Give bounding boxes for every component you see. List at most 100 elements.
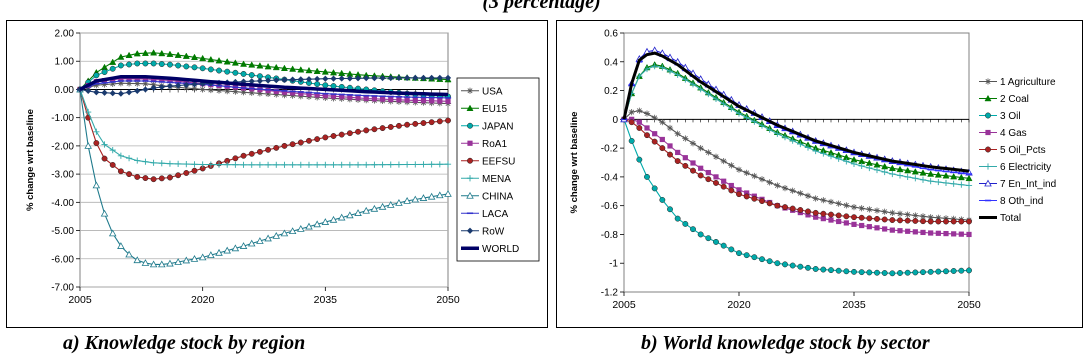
data-point (371, 161, 378, 168)
data-point (873, 207, 881, 214)
series-laca (76, 80, 452, 99)
legend-item-china: CHINA (461, 191, 513, 202)
data-point (797, 140, 804, 148)
data-point (912, 212, 919, 219)
data-point (881, 208, 888, 215)
data-point (643, 110, 651, 117)
chart-panel-knowledge-by-region: 2.00 1.00 0.00 -1.00 -2.00 -3.00 -4.00 -5.00 -6.… (6, 20, 548, 328)
data-point (797, 263, 804, 270)
data-point (306, 91, 312, 97)
data-point (636, 73, 643, 80)
data-point (330, 93, 337, 99)
data-point (273, 77, 280, 84)
data-point (805, 212, 811, 218)
data-point (644, 132, 650, 139)
y-tick-label: -0.8 (601, 230, 619, 241)
data-point (182, 52, 190, 59)
data-point (142, 158, 149, 165)
data-point (272, 63, 280, 71)
data-point (682, 162, 689, 169)
data-point (667, 151, 673, 158)
data-point (76, 86, 84, 93)
data-point (927, 268, 934, 275)
data-point (158, 160, 165, 167)
series-line-world (79, 74, 449, 97)
data-point (166, 50, 174, 57)
data-point (666, 124, 674, 132)
data-point (859, 222, 865, 229)
y-tick-label: -1.00 (51, 113, 74, 124)
data-point (797, 207, 804, 213)
data-point (101, 89, 108, 96)
data-point (636, 119, 642, 125)
data-point (190, 254, 199, 262)
data-point (920, 269, 926, 276)
data-point (298, 91, 304, 97)
x-tick-label: 2035 (842, 299, 866, 311)
data-point (297, 66, 305, 73)
data-point (912, 229, 918, 235)
data-point (782, 261, 788, 268)
series-6-electricity (620, 62, 973, 189)
legend-marker (984, 78, 992, 85)
data-point (951, 231, 957, 237)
data-point (874, 215, 880, 222)
data-point (965, 174, 973, 182)
data-point (774, 260, 781, 267)
data-point (812, 209, 819, 216)
data-point (866, 164, 873, 172)
data-point (141, 259, 150, 266)
data-point (674, 158, 681, 165)
data-point (215, 87, 223, 94)
data-point (889, 170, 896, 178)
data-point (958, 267, 965, 274)
data-point (297, 161, 304, 168)
data-point (636, 156, 643, 163)
data-point (362, 206, 371, 214)
data-point (858, 214, 865, 221)
data-point (659, 64, 666, 71)
data-point (191, 64, 198, 71)
data-point (690, 160, 696, 166)
data-point (759, 256, 765, 263)
data-point (412, 120, 419, 127)
data-point (712, 95, 720, 103)
legend-label: 6 Electricity (1000, 162, 1051, 173)
data-point (851, 214, 857, 221)
data-point (346, 211, 354, 219)
data-point (232, 155, 239, 162)
data-point (174, 258, 182, 265)
data-point (248, 150, 255, 157)
data-point (167, 77, 173, 84)
data-point (905, 228, 911, 234)
data-point (919, 169, 927, 176)
data-point (370, 204, 379, 212)
data-point (689, 81, 697, 88)
data-point (674, 71, 681, 78)
data-point (927, 178, 934, 185)
data-point (109, 161, 116, 168)
data-point (264, 161, 272, 168)
data-point (248, 89, 255, 96)
data-point (751, 254, 758, 261)
data-point (346, 75, 353, 82)
data-point (712, 153, 720, 160)
data-point (224, 161, 231, 168)
data-point (133, 256, 142, 264)
legend-marker (466, 87, 474, 94)
data-point (395, 122, 402, 129)
data-point (789, 187, 796, 194)
data-point (387, 74, 394, 82)
data-point (289, 161, 296, 168)
data-point (126, 61, 133, 68)
data-point (363, 75, 370, 82)
data-point (935, 268, 942, 275)
data-point (125, 89, 133, 96)
data-point (412, 74, 419, 81)
data-point (355, 95, 361, 101)
data-point (697, 231, 704, 238)
data-point (117, 168, 124, 175)
data-point (305, 76, 313, 83)
data-point (958, 231, 964, 237)
data-point (957, 173, 965, 181)
